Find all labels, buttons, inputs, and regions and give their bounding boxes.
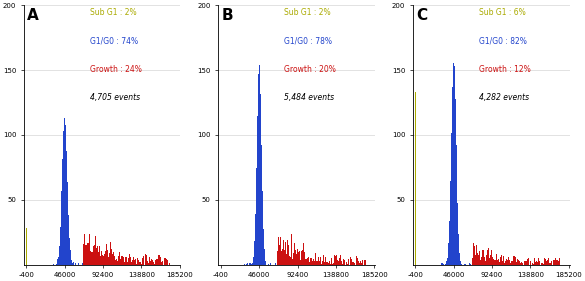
Text: 5,484 events: 5,484 events: [284, 94, 335, 103]
Text: 4,282 events: 4,282 events: [479, 94, 529, 103]
Text: G1/G0 : 82%: G1/G0 : 82%: [479, 37, 526, 46]
Text: Growth : 20%: Growth : 20%: [284, 65, 336, 74]
Text: A: A: [27, 8, 39, 23]
Text: Sub G1 : 2%: Sub G1 : 2%: [90, 8, 136, 17]
Text: Sub G1 : 6%: Sub G1 : 6%: [479, 8, 525, 17]
Text: G1/G0 : 74%: G1/G0 : 74%: [90, 37, 138, 46]
Text: Sub G1 : 2%: Sub G1 : 2%: [284, 8, 331, 17]
Text: 4,705 events: 4,705 events: [90, 94, 140, 103]
Text: G1/G0 : 78%: G1/G0 : 78%: [284, 37, 332, 46]
Text: Growth : 24%: Growth : 24%: [90, 65, 142, 74]
Text: B: B: [222, 8, 233, 23]
Text: C: C: [416, 8, 427, 23]
Text: Growth : 12%: Growth : 12%: [479, 65, 531, 74]
